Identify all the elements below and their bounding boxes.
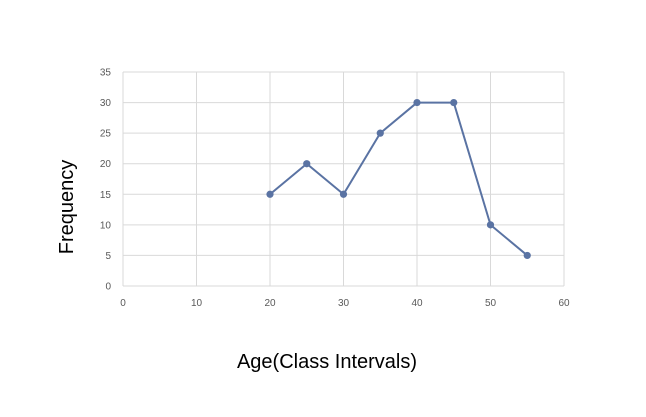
y-axis-label: Frequency bbox=[56, 160, 78, 255]
x-axis-label: Age(Class Intervals) bbox=[237, 351, 417, 373]
y-tick-label: 35 bbox=[100, 68, 112, 79]
x-tick-label: 50 bbox=[485, 298, 497, 309]
y-axis-ticks: 0 5 10 15 20 25 30 35 bbox=[100, 68, 112, 293]
data-point bbox=[339, 190, 348, 198]
x-tick-label: 20 bbox=[264, 298, 276, 309]
y-tick-label: 20 bbox=[100, 159, 112, 170]
y-tick-label: 25 bbox=[100, 129, 112, 140]
series-line bbox=[269, 101, 528, 257]
y-tick-label: 30 bbox=[100, 98, 112, 109]
data-point bbox=[303, 160, 311, 168]
data-point bbox=[450, 98, 458, 107]
data-point bbox=[266, 190, 274, 198]
x-axis-ticks: 0 10 20 30 40 50 60 bbox=[120, 298, 570, 309]
series-markers bbox=[266, 98, 531, 260]
series-line bbox=[269, 101, 528, 257]
data-point bbox=[486, 221, 495, 229]
gridlines bbox=[122, 71, 565, 287]
x-tick-label: 40 bbox=[411, 298, 423, 309]
y-tick-label: 5 bbox=[105, 251, 111, 262]
data-point bbox=[413, 98, 421, 107]
x-tick-label: 30 bbox=[338, 298, 350, 309]
x-tick-label: 10 bbox=[191, 298, 203, 309]
data-point bbox=[376, 129, 384, 137]
y-tick-label: 10 bbox=[100, 220, 112, 231]
x-tick-label: 60 bbox=[558, 298, 570, 309]
y-tick-label: 0 bbox=[105, 282, 111, 293]
data-point bbox=[523, 251, 531, 260]
x-tick-label: 0 bbox=[120, 298, 126, 309]
y-tick-label: 15 bbox=[100, 190, 112, 201]
